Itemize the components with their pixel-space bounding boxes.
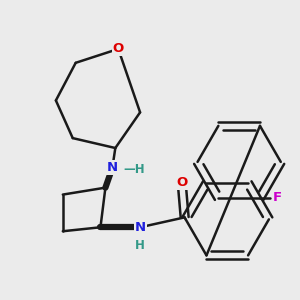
Text: F: F <box>273 191 282 204</box>
Text: O: O <box>113 42 124 56</box>
Text: N: N <box>134 221 146 234</box>
Text: H: H <box>135 238 145 252</box>
Text: O: O <box>176 176 187 189</box>
Text: N: N <box>107 161 118 174</box>
Text: —H: —H <box>123 163 145 176</box>
